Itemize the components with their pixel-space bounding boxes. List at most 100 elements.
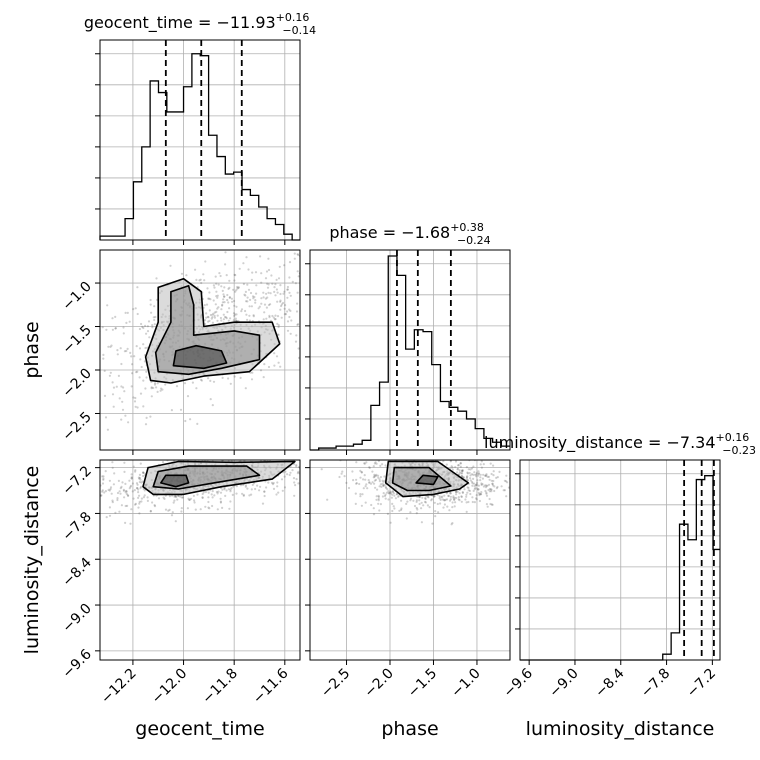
contour-phase-geocent-point — [32, 382, 34, 384]
contour-lumdist-phase-point — [511, 515, 513, 517]
contour-lumdist-geocent-point — [135, 482, 139, 485]
contour-lumdist-geocent-point — [125, 490, 128, 493]
contour-lumdist-phase-point — [476, 487, 479, 490]
contour-phase-geocent-point — [226, 298, 229, 302]
contour-lumdist-geocent-point — [241, 492, 244, 495]
contour-phase-geocent-point — [255, 292, 258, 295]
contour-phase-geocent-point — [307, 252, 309, 254]
contour-phase-geocent-point — [296, 270, 299, 273]
contour-phase-geocent-point — [142, 405, 145, 408]
contour-phase-geocent-point — [250, 378, 254, 381]
contour-lumdist-phase-point — [442, 506, 445, 509]
contour-lumdist-geocent-point — [122, 488, 125, 491]
contour-phase-geocent-point — [205, 312, 208, 315]
contour-lumdist-geocent-point — [120, 485, 123, 488]
contour-lumdist-geocent-xtick-label-0: −12.2 — [98, 666, 140, 708]
contour-lumdist-phase-point — [516, 483, 518, 485]
contour-phase-geocent-point — [291, 280, 294, 283]
contour-lumdist-phase-point — [477, 484, 480, 487]
contour-lumdist-phase-point — [454, 466, 457, 469]
contour-phase-geocent-point — [169, 264, 172, 267]
contour-phase-geocent-point — [71, 372, 73, 374]
contour-lumdist-geocent-point — [199, 508, 202, 511]
contour-lumdist-geocent-point — [161, 461, 165, 464]
contour-lumdist-phase-point — [387, 490, 390, 493]
contour-lumdist-geocent-contour-0 — [142, 460, 296, 496]
contour-lumdist-geocent-point — [92, 486, 94, 488]
contour-phase-geocent-point — [233, 304, 236, 307]
contour-lumdist-phase-point — [420, 452, 422, 454]
contour-phase-geocent-point — [208, 291, 211, 294]
contour-lumdist-phase-point — [418, 502, 421, 506]
contour-phase-geocent-point — [271, 314, 274, 318]
contour-phase-geocent-point — [97, 357, 99, 359]
contour-phase-geocent-point — [254, 271, 258, 274]
contour-phase-geocent-point — [118, 397, 121, 400]
contour-phase-geocent-point — [115, 385, 118, 388]
contour-lumdist-phase-point — [477, 470, 480, 473]
contour-phase-geocent-point — [320, 302, 322, 304]
contour-lumdist-phase-point — [492, 479, 495, 483]
contour-lumdist-geocent-point — [305, 464, 307, 466]
contour-phase-geocent-point — [315, 267, 317, 269]
contour-phase-geocent-point — [203, 279, 206, 282]
hist-geocent-time — [95, 39, 301, 245]
contour-lumdist-geocent-point — [178, 454, 180, 456]
contour-phase-geocent-point — [301, 328, 303, 330]
contour-lumdist-phase-point — [475, 475, 478, 478]
contour-lumdist-geocent-point — [146, 499, 149, 502]
contour-phase-geocent-point — [283, 307, 286, 310]
contour-lumdist-geocent-point — [246, 487, 249, 490]
contour-lumdist-phase-point — [472, 489, 475, 492]
contour-lumdist-phase-point — [356, 431, 358, 433]
contour-lumdist-phase-point — [343, 475, 346, 478]
contour-lumdist-geocent-point — [207, 491, 210, 494]
contour-lumdist-phase-point — [460, 495, 463, 498]
contour-lumdist-phase-point — [305, 451, 307, 453]
contour-lumdist-phase-point — [466, 471, 469, 474]
contour-lumdist-geocent-point — [103, 491, 106, 494]
contour-lumdist-geocent-point — [258, 489, 261, 492]
contour-phase-geocent-point — [121, 408, 125, 411]
contour-lumdist-phase-point — [384, 497, 387, 500]
contour-lumdist-geocent-point — [92, 503, 94, 505]
contour-lumdist-phase-point — [505, 495, 508, 498]
contour-lumdist-phase-point — [482, 485, 485, 488]
contour-lumdist-geocent-point — [227, 457, 229, 459]
contour-lumdist-phase-point — [449, 495, 452, 498]
contour-lumdist-geocent-point — [279, 453, 281, 455]
contour-lumdist-geocent-point — [104, 470, 107, 473]
contour-lumdist-geocent-point — [263, 490, 266, 493]
contour-lumdist-geocent-point — [303, 467, 305, 469]
contour-lumdist-geocent-point — [134, 503, 137, 506]
contour-lumdist-phase-point — [386, 488, 389, 491]
contour-phase-geocent-point — [159, 389, 162, 392]
contour-phase-geocent-point — [105, 328, 108, 331]
contour-phase-geocent-point — [244, 387, 247, 390]
contour-lumdist-geocent-point — [123, 470, 126, 473]
contour-phase-geocent-point — [124, 414, 127, 417]
contour-phase-geocent-point — [247, 288, 251, 291]
contour-phase-geocent-point — [254, 299, 257, 302]
contour-phase-geocent-point — [221, 289, 224, 292]
contour-lumdist-geocent-point — [267, 481, 270, 484]
contour-lumdist-phase-point — [465, 493, 468, 496]
contour-lumdist-phase-point — [424, 497, 427, 500]
contour-lumdist-phase-point — [389, 521, 392, 524]
contour-phase-geocent-point — [228, 307, 231, 310]
contour-lumdist-phase-point — [481, 477, 484, 480]
contour-lumdist-phase-point — [397, 495, 400, 498]
contour-lumdist-phase-point — [448, 499, 452, 502]
contour-lumdist-phase-point — [393, 494, 396, 497]
contour-phase-geocent-point — [206, 315, 209, 318]
contour-lumdist-phase-point — [359, 493, 362, 496]
contour-lumdist-phase-point — [397, 494, 400, 497]
contour-lumdist-phase-point — [378, 485, 381, 488]
contour-lumdist-phase-point — [359, 476, 362, 479]
contour-phase-geocent-point — [133, 355, 136, 358]
contour-phase-geocent-point — [184, 419, 187, 423]
contour-phase-geocent-point — [215, 295, 218, 298]
contour-lumdist-phase-point — [447, 494, 450, 498]
contour-phase-geocent-point — [267, 291, 270, 294]
contour-lumdist-phase-point — [475, 494, 478, 497]
